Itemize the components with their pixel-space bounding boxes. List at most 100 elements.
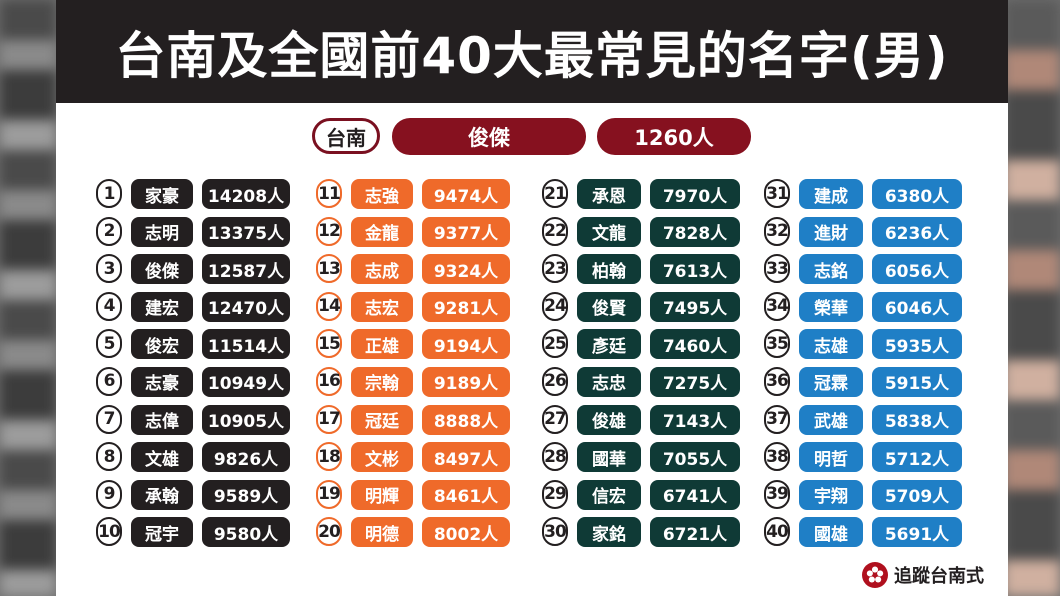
rank-number: 18 xyxy=(316,442,342,472)
ranking-card: 台南及全國前40大最常見的名字(男) 台南 俊傑 1260人 1 家豪 14208人… xyxy=(56,0,1008,596)
rank-count: 5712人 xyxy=(872,442,962,473)
rank-name: 武雄 xyxy=(799,404,863,435)
rank-count: 9324人 xyxy=(422,254,510,285)
rank-name: 進財 xyxy=(799,216,863,247)
rank-number: 10 xyxy=(96,517,122,547)
rank-name: 建成 xyxy=(799,179,863,209)
rank-number: 39 xyxy=(764,479,790,509)
rank-name: 志強 xyxy=(351,179,413,209)
rank-number: 19 xyxy=(316,479,342,509)
rank-name: 家豪 xyxy=(131,179,193,209)
rank-number: 30 xyxy=(542,517,568,547)
rank-name: 志宏 xyxy=(351,291,413,322)
rank-name: 承恩 xyxy=(577,179,641,209)
rank-count: 7495人 xyxy=(650,291,740,322)
rank-number: 3 xyxy=(96,254,122,284)
rank-number: 23 xyxy=(542,254,568,284)
rank-count: 7055人 xyxy=(650,442,740,473)
rank-count: 6046人 xyxy=(872,291,962,322)
rank-name: 宇翔 xyxy=(799,479,863,510)
rank-count: 7275人 xyxy=(650,366,740,397)
rank-number: 26 xyxy=(542,366,568,396)
rank-name: 彥廷 xyxy=(577,329,641,360)
rank-name: 承翰 xyxy=(131,479,193,510)
rank-count: 9589人 xyxy=(202,479,290,510)
rank-name: 明德 xyxy=(351,517,413,548)
rank-count: 10905人 xyxy=(202,404,290,435)
background-blur-left xyxy=(0,0,56,596)
rank-count: 7143人 xyxy=(650,404,740,435)
rank-number: 27 xyxy=(542,404,568,434)
rank-number: 21 xyxy=(542,179,568,208)
rank-count: 8002人 xyxy=(422,517,510,548)
rank-number: 8 xyxy=(96,442,122,472)
rank-number: 1 xyxy=(96,179,122,208)
rank-count: 9474人 xyxy=(422,179,510,209)
rank-name: 家銘 xyxy=(577,517,641,548)
rank-name: 榮華 xyxy=(799,291,863,322)
rank-name: 志銘 xyxy=(799,254,863,285)
rank-number: 2 xyxy=(96,216,122,246)
rank-number: 32 xyxy=(764,216,790,246)
rank-count: 7613人 xyxy=(650,254,740,285)
rank-number: 7 xyxy=(96,404,122,434)
rank-count: 9826人 xyxy=(202,442,290,473)
rank-name: 柏翰 xyxy=(577,254,641,285)
rank-name: 金龍 xyxy=(351,216,413,247)
rank-name: 俊雄 xyxy=(577,404,641,435)
rank-number: 37 xyxy=(764,404,790,434)
rank-name: 志忠 xyxy=(577,366,641,397)
rank-number: 14 xyxy=(316,291,342,321)
rank-number: 24 xyxy=(542,291,568,321)
rank-number: 29 xyxy=(542,479,568,509)
rank-count: 9194人 xyxy=(422,329,510,360)
rank-number: 20 xyxy=(316,517,342,547)
rank-count: 8888人 xyxy=(422,404,510,435)
rank-number: 9 xyxy=(96,479,122,509)
rank-number: 28 xyxy=(542,442,568,472)
rank-number: 36 xyxy=(764,366,790,396)
rank-count: 14208人 xyxy=(202,179,290,209)
rank-count: 7828人 xyxy=(650,216,740,247)
rank-count: 5691人 xyxy=(872,517,962,548)
rank-count: 9377人 xyxy=(422,216,510,247)
rank-name: 志明 xyxy=(131,216,193,247)
rank-number: 35 xyxy=(764,329,790,359)
rank-number: 5 xyxy=(96,329,122,359)
rank-count: 8497人 xyxy=(422,442,510,473)
rank-number: 40 xyxy=(764,517,790,547)
rank-count: 6380人 xyxy=(872,179,962,209)
rank-count: 10949人 xyxy=(202,366,290,397)
rank-count: 6056人 xyxy=(872,254,962,285)
rank-count: 6741人 xyxy=(650,479,740,510)
rank-name: 俊傑 xyxy=(131,254,193,285)
rank-number: 38 xyxy=(764,442,790,472)
rank-name: 志豪 xyxy=(131,366,193,397)
page-title: 台南及全國前40大最常見的名字(男) xyxy=(115,26,949,85)
rank-name: 國雄 xyxy=(799,517,863,548)
rank-name: 建宏 xyxy=(131,291,193,322)
rank-count: 5838人 xyxy=(872,404,962,435)
rank-name: 冠宇 xyxy=(131,517,193,548)
rank-count: 11514人 xyxy=(202,329,290,360)
rank-count: 6721人 xyxy=(650,517,740,548)
rank-name: 俊宏 xyxy=(131,329,193,360)
brand-text: 追蹤台南式 xyxy=(894,566,984,587)
rank-name: 正雄 xyxy=(351,329,413,360)
rank-count: 6236人 xyxy=(872,216,962,247)
rank-count: 5709人 xyxy=(872,479,962,510)
background-blur-right xyxy=(1004,0,1060,596)
top-count-pill: 1260人 xyxy=(597,118,751,155)
rank-count: 12470人 xyxy=(202,291,290,322)
city-summary: 台南 俊傑 1260人 xyxy=(56,117,1008,157)
rank-number: 15 xyxy=(316,329,342,359)
brand: 追蹤台南式 xyxy=(862,560,984,590)
rank-number: 16 xyxy=(316,366,342,396)
rank-count: 7460人 xyxy=(650,329,740,360)
rank-name: 明輝 xyxy=(351,479,413,510)
rank-name: 俊賢 xyxy=(577,291,641,322)
rank-number: 22 xyxy=(542,216,568,246)
rank-count: 12587人 xyxy=(202,254,290,285)
rank-count: 8461人 xyxy=(422,479,510,510)
rank-name: 冠霖 xyxy=(799,366,863,397)
